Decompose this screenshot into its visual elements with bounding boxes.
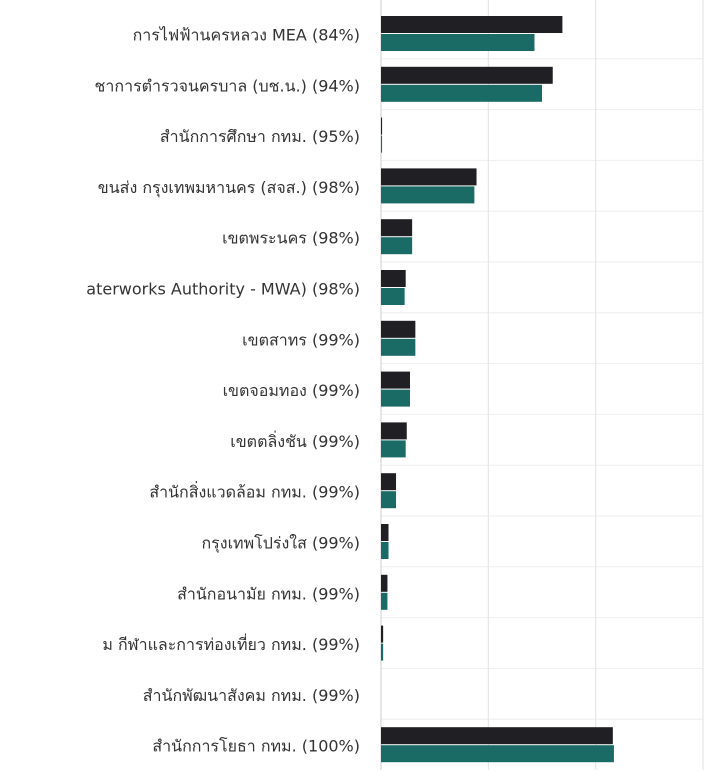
category-label: เขตสาทร (99%) [242,330,360,349]
category-label: การไฟฟ้านครหลวง MEA (84%) [133,26,360,45]
bar [381,491,397,509]
bar [381,524,389,541]
bar [381,168,477,186]
category-label: เขตตลิ่งชัน (99%) [230,430,360,451]
bar [381,592,388,610]
bar [381,542,389,559]
bar [381,473,397,491]
category-label: เขตพระนคร (98%) [222,229,360,248]
bar [381,422,407,440]
bar [381,625,384,643]
category-label: สำนักสิ่งแวดล้อม กทม. (99%) [149,481,360,502]
category-label: กรุงเทพโปร่งใส (99%) [201,534,360,554]
bar [381,745,614,763]
bar [381,186,475,204]
category-label: เขตจอมทอง (99%) [223,381,360,400]
bar [381,117,383,135]
category-label: สำนักอนามัย กทม. (99%) [177,584,360,603]
category-label: aterworks Authority - MWA) (98%) [86,280,360,299]
bar [381,34,535,51]
category-label: สำนักการศึกษา กทม. (95%) [160,127,360,146]
bar [381,288,405,305]
bar [381,643,384,661]
bar [381,219,413,237]
bar [381,440,406,458]
bar [381,66,553,84]
bar [381,237,413,255]
bar [381,84,542,102]
bar [381,320,416,338]
category-label: สำนักการโยธา กทม. (100%) [152,737,360,756]
category-label: ชาการตำรวจนครบาล (บช.น.) (94%) [95,76,360,95]
bar [381,371,410,389]
bar [381,270,406,287]
bar [381,574,388,592]
category-label: ม กีฬาและการท่องเที่ยว กทม. (99%) [102,633,360,654]
bar [381,389,410,407]
category-label: สำนักพัฒนาสังคม กทม. (99%) [143,686,360,705]
category-label: ขนส่ง กรุงเทพมหานคร (สจส.) (98%) [98,178,360,198]
bar [381,338,416,356]
bar [381,16,563,33]
bar [381,727,613,745]
bar [381,135,383,153]
